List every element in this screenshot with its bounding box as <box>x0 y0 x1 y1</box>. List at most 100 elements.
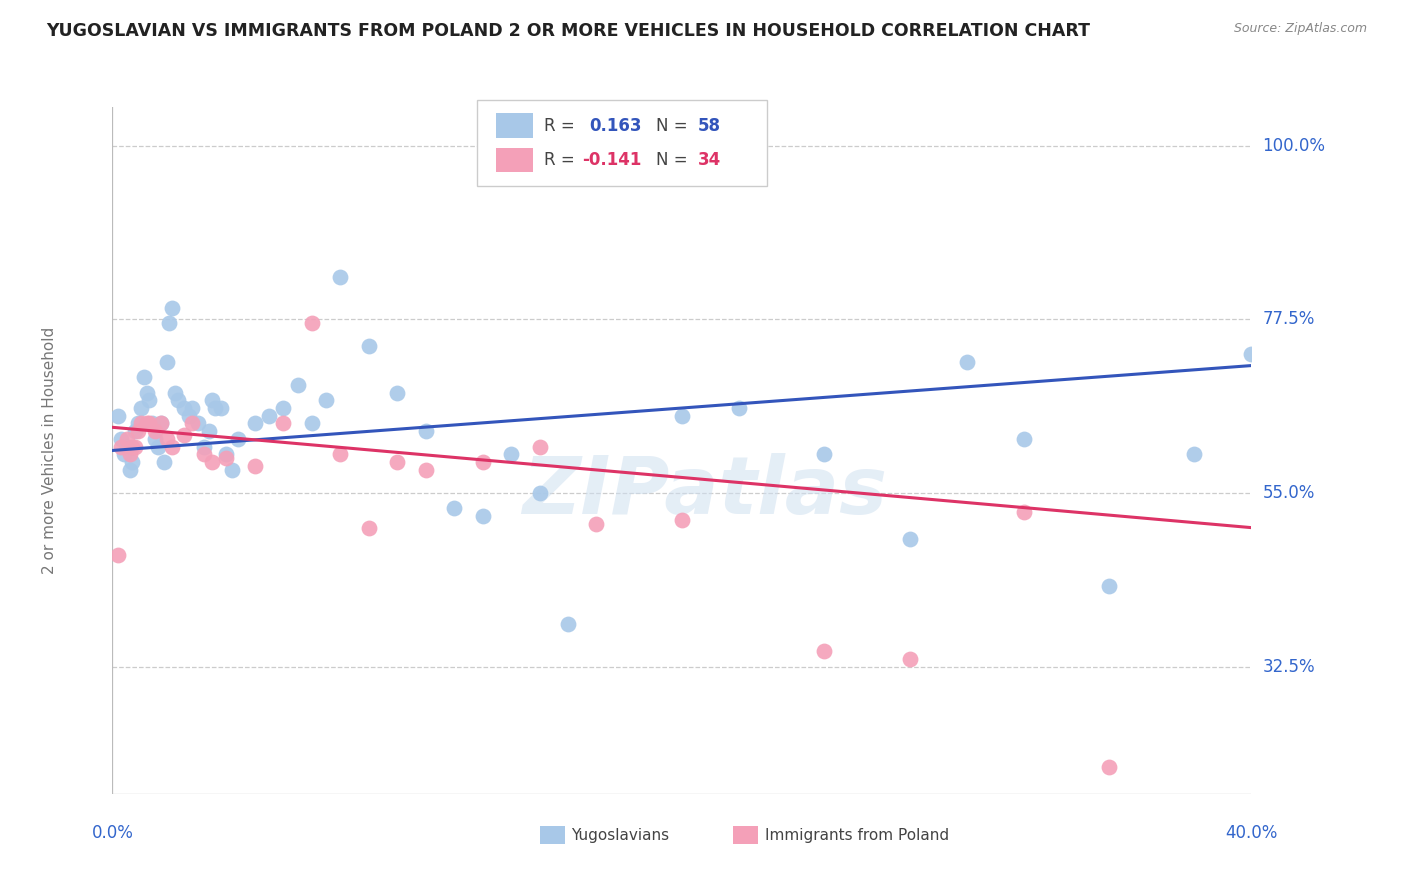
Point <box>1012 432 1035 446</box>
Text: -0.141: -0.141 <box>582 151 641 169</box>
Point <box>529 440 551 454</box>
Point <box>187 417 209 431</box>
Point <box>121 440 143 454</box>
Point <box>585 516 607 531</box>
Point <box>301 316 323 330</box>
Point <box>132 370 155 384</box>
Point <box>152 455 174 469</box>
Point <box>138 417 160 431</box>
Text: Source: ZipAtlas.com: Source: ZipAtlas.com <box>1233 22 1367 36</box>
Point <box>215 447 238 461</box>
Point <box>271 417 295 431</box>
Point <box>124 424 146 438</box>
Text: ZIPatlas: ZIPatlas <box>522 452 887 531</box>
FancyBboxPatch shape <box>540 826 565 844</box>
Point <box>181 401 204 415</box>
Text: YUGOSLAVIAN VS IMMIGRANTS FROM POLAND 2 OR MORE VEHICLES IN HOUSEHOLD CORRELATIO: YUGOSLAVIAN VS IMMIGRANTS FROM POLAND 2 … <box>46 22 1091 40</box>
Point <box>221 463 243 477</box>
Point <box>143 424 166 438</box>
Point <box>898 532 921 546</box>
Point <box>1098 760 1121 774</box>
Point <box>671 513 693 527</box>
Text: R =: R = <box>544 151 581 169</box>
Point <box>159 316 180 330</box>
Text: 55.0%: 55.0% <box>1263 483 1315 502</box>
Point <box>162 440 184 454</box>
Point <box>155 432 177 446</box>
Point <box>287 377 309 392</box>
Text: 32.5%: 32.5% <box>1263 657 1315 675</box>
Point <box>301 417 323 431</box>
Point <box>129 401 152 415</box>
Point <box>415 424 437 438</box>
Point <box>443 501 465 516</box>
Point <box>181 417 204 431</box>
Point <box>357 339 380 353</box>
Point <box>115 432 138 446</box>
Point <box>471 509 494 524</box>
Point <box>243 458 266 473</box>
Point <box>107 409 129 423</box>
Text: 100.0%: 100.0% <box>1263 136 1326 154</box>
Point <box>141 417 163 431</box>
Point <box>143 432 166 446</box>
Point <box>162 301 184 315</box>
Point <box>813 447 835 461</box>
Point <box>173 428 195 442</box>
Point <box>209 401 232 415</box>
Point <box>671 409 693 423</box>
Point <box>118 463 141 477</box>
Point <box>329 447 352 461</box>
Text: R =: R = <box>544 117 581 135</box>
Point <box>226 432 249 446</box>
Point <box>1098 578 1121 592</box>
Point <box>385 385 409 400</box>
Point <box>127 417 149 431</box>
Point <box>179 409 201 423</box>
FancyBboxPatch shape <box>496 147 533 172</box>
Point <box>357 521 380 535</box>
Text: 77.5%: 77.5% <box>1263 310 1315 328</box>
Point <box>155 355 177 369</box>
Point <box>271 401 295 415</box>
Point <box>165 385 187 400</box>
Point <box>110 440 132 454</box>
Point <box>201 393 224 408</box>
Point <box>193 447 215 461</box>
Point <box>329 269 352 284</box>
Text: 0.163: 0.163 <box>589 117 643 135</box>
Point <box>115 440 138 454</box>
Point <box>135 385 157 400</box>
Point <box>257 409 280 423</box>
Point <box>118 447 141 461</box>
Point <box>173 401 195 415</box>
Point <box>124 440 146 454</box>
Point <box>385 455 409 469</box>
Point <box>728 401 751 415</box>
Text: 0.0%: 0.0% <box>91 824 134 842</box>
FancyBboxPatch shape <box>496 113 533 138</box>
Text: Immigrants from Poland: Immigrants from Poland <box>765 828 949 843</box>
Point <box>121 455 143 469</box>
Point <box>149 417 172 431</box>
Point <box>127 424 149 438</box>
Point <box>243 417 266 431</box>
Point <box>204 401 226 415</box>
Point <box>138 393 160 408</box>
Point <box>1240 347 1263 361</box>
Point <box>146 440 169 454</box>
Point <box>956 355 979 369</box>
Point <box>135 417 157 431</box>
Point <box>315 393 337 408</box>
Point <box>215 451 238 466</box>
Point <box>167 393 190 408</box>
Point <box>201 455 224 469</box>
Point <box>110 432 132 446</box>
Point <box>529 486 551 500</box>
Point <box>129 417 152 431</box>
FancyBboxPatch shape <box>733 826 758 844</box>
Point <box>193 440 215 454</box>
Point <box>898 652 921 666</box>
Point <box>813 644 835 658</box>
Text: 40.0%: 40.0% <box>1225 824 1278 842</box>
